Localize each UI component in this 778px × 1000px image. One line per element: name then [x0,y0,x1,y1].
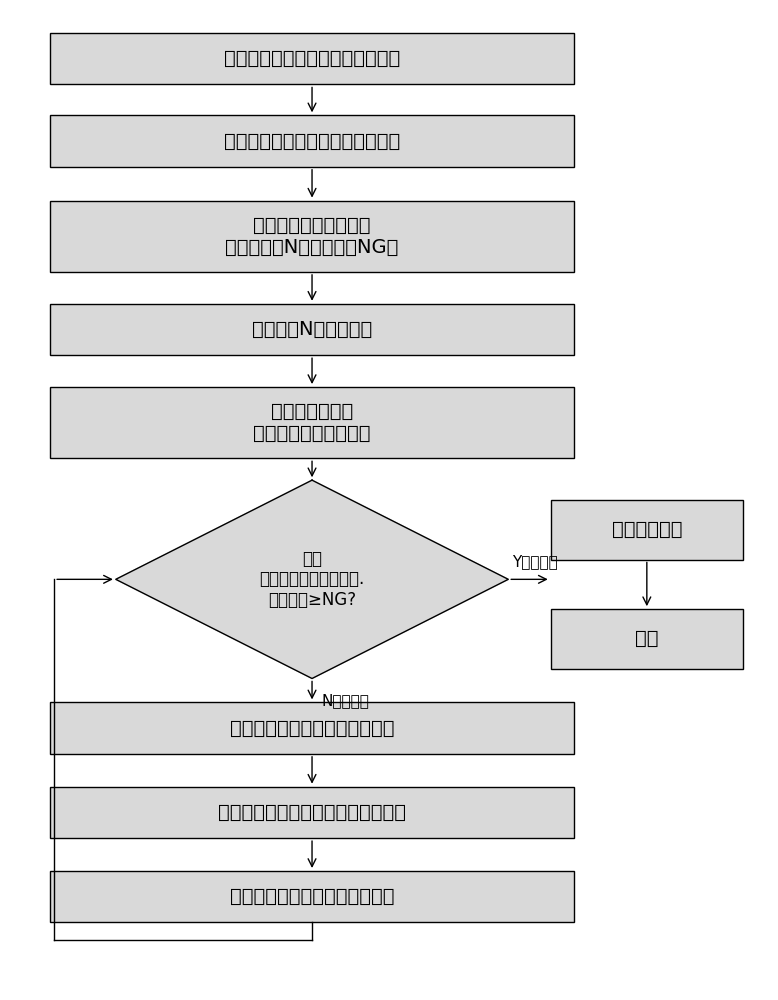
Polygon shape [116,480,508,679]
Text: 选择遗传算法控制参数
（群体规模N、迭代次数NG）: 选择遗传算法控制参数 （群体规模N、迭代次数NG） [226,216,398,257]
Text: 结束: 结束 [635,629,659,648]
FancyBboxPatch shape [51,871,573,922]
FancyBboxPatch shape [51,387,573,458]
Text: 执行变异算子（互换变异方法）: 执行变异算子（互换变异方法） [230,887,394,906]
Text: 执行选择算子（比例选择方法）: 执行选择算子（比例选择方法） [230,719,394,738]
FancyBboxPatch shape [551,609,743,669]
Text: 执行交叉算子（部分映射交叉方法）: 执行交叉算子（部分映射交叉方法） [218,803,406,822]
FancyBboxPatch shape [551,500,743,560]
Text: 给定钻井顺序优化对应的数学模型: 给定钻井顺序优化对应的数学模型 [224,132,400,151]
FancyBboxPatch shape [51,304,573,355]
FancyBboxPatch shape [51,787,573,838]
Text: 随机生成N个初始个体: 随机生成N个初始个体 [252,320,372,339]
FancyBboxPatch shape [51,115,573,167]
Text: Y（终止）: Y（终止） [512,554,558,569]
Text: N（继续）: N（继续） [321,693,369,708]
FancyBboxPatch shape [51,33,573,84]
FancyBboxPatch shape [51,201,573,272]
Text: 判断
遗传算法是否需要终止.
迭代次数≥NG?: 判断 遗传算法是否需要终止. 迭代次数≥NG? [259,550,365,609]
Text: 输出优选结果: 输出优选结果 [612,520,682,539]
Text: 给定钻井顺序优化对应的目标矩阵: 给定钻井顺序优化对应的目标矩阵 [224,49,400,68]
FancyBboxPatch shape [51,702,573,754]
Text: 构建适应度函数
计算各个个体的适应度: 构建适应度函数 计算各个个体的适应度 [254,402,371,443]
